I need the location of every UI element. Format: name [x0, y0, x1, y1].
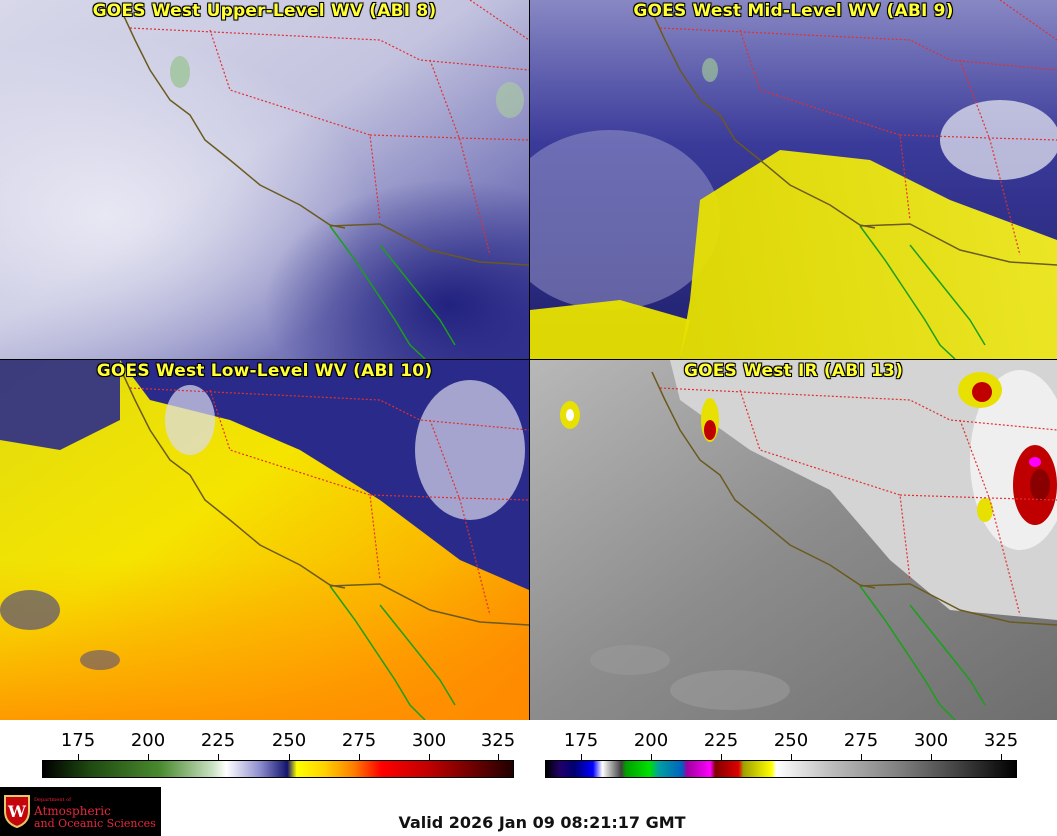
wv-tick-200: 200 [130, 730, 166, 751]
ir-tickmark [721, 754, 722, 760]
logo-line-atmospheric: Atmospheric [34, 804, 111, 818]
panel-mid-level-wv: GOES West Mid-Level WV (ABI 9) [530, 0, 1057, 359]
mid-wv-image [530, 0, 1057, 359]
ir-tick-325: 325 [983, 730, 1019, 751]
wv-tick-300: 300 [411, 730, 447, 751]
logo-line-oceanic: and Oceanic Sciences [34, 817, 156, 830]
ir-tick-300: 300 [913, 730, 949, 751]
panel-divider-vertical [529, 0, 530, 720]
panel-title-upper-wv: GOES West Upper-Level WV (ABI 8) [92, 1, 437, 21]
ir-tickmark [791, 754, 792, 760]
wv-tickmark [498, 754, 499, 760]
ir-tick-275: 275 [843, 730, 879, 751]
wv-tick-225: 225 [200, 730, 236, 751]
panel-title-ir: GOES West IR (ABI 13) [683, 361, 904, 381]
panel-divider-horizontal [0, 359, 1057, 360]
wv-tickmark [289, 754, 290, 760]
ir-tickmark [931, 754, 932, 760]
ir-boundaries [651, 371, 1057, 720]
ir-tick-200: 200 [633, 730, 669, 751]
uw-crest-icon: W [4, 795, 30, 829]
panel-title-mid-wv: GOES West Mid-Level WV (ABI 9) [633, 1, 954, 21]
logo-line-department: Department of [34, 797, 71, 803]
wv-tick-275: 275 [341, 730, 377, 751]
wv-tickmark [218, 754, 219, 760]
low-wv-image [0, 360, 529, 720]
upper-wv-boundaries [121, 0, 529, 359]
svg-text:W: W [7, 802, 27, 821]
ir-tick-225: 225 [703, 730, 739, 751]
mid-wv-boundaries [651, 0, 1057, 359]
panel-title-low-wv: GOES West Low-Level WV (ABI 10) [96, 361, 433, 381]
aos-logo: W Department of Atmospheric and Oceanic … [0, 787, 161, 836]
ir-image [530, 360, 1057, 720]
valid-time-label: Valid 2026 Jan 09 08:21:17 GMT [398, 813, 686, 832]
ir-tick-250: 250 [773, 730, 809, 751]
ir-tickmark [1001, 754, 1002, 760]
ir-tickmark [861, 754, 862, 760]
ir-tick-175: 175 [563, 730, 599, 751]
wv-tick-175: 175 [60, 730, 96, 751]
wv-tickmark [429, 754, 430, 760]
panel-low-level-wv: GOES West Low-Level WV (ABI 10) [0, 360, 529, 720]
low-wv-boundaries [121, 371, 529, 720]
ir-tickmark [651, 754, 652, 760]
wv-colorbar-gradient [42, 760, 514, 778]
ir-colorbar-gradient [545, 760, 1017, 778]
wv-tickmark [78, 754, 79, 760]
panel-upper-level-wv: GOES West Upper-Level WV (ABI 8) [0, 0, 529, 359]
wv-tick-325: 325 [480, 730, 516, 751]
wv-tickmark [148, 754, 149, 760]
upper-wv-image [0, 0, 529, 359]
wv-tickmark [359, 754, 360, 760]
wv-tick-250: 250 [271, 730, 307, 751]
ir-tickmark [581, 754, 582, 760]
panel-ir: GOES West IR (ABI 13) [530, 360, 1057, 720]
